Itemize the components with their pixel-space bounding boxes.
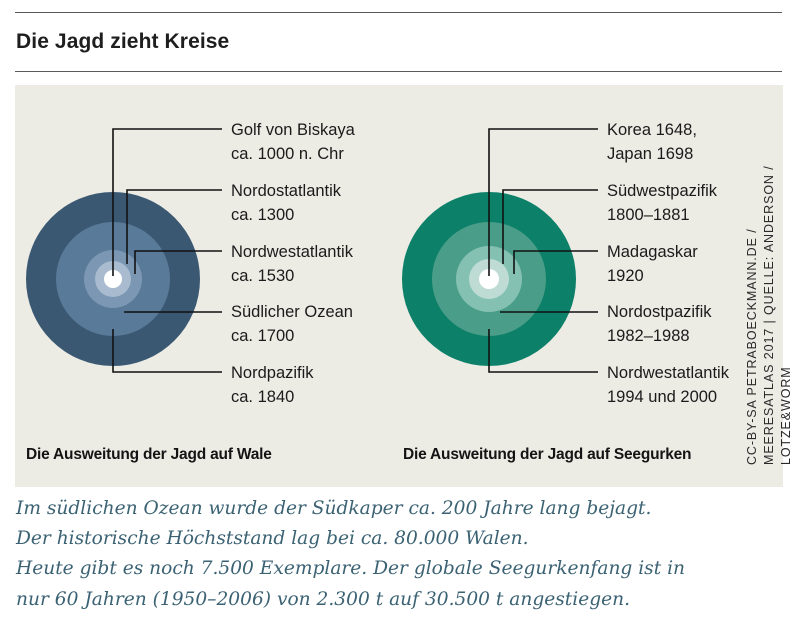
whale-rings [26, 192, 200, 366]
cucumber-label-korea-japan: Korea 1648, Japan 1698 [607, 121, 697, 163]
footer-line: nur 60 Jahren (1950–2006) von 2.300 t au… [16, 588, 631, 610]
whale-caption: Die Ausweitung der Jagd auf Wale [26, 446, 272, 463]
source-credit: CC-BY-SA PETRABOECKMANN.DE / MEERESATLAS… [745, 165, 793, 465]
whale-leader-nordostatlantik [126, 189, 222, 264]
footer-line: Heute gibt es noch 7.500 Exemplare. Der … [16, 558, 686, 580]
cucumber-ring-korea-japan [479, 269, 499, 289]
whale-leader-nordwestatlantik [134, 250, 222, 274]
whale-leader-nordpazifik [112, 329, 222, 373]
title-rule [15, 71, 782, 72]
footer-text: Im südlichen Ozean wurde der Südkaper ca… [16, 494, 786, 615]
cucumber-label-nordostpazifik: Nordostpazifik 1982–1988 [607, 303, 712, 345]
whale-leader-biskaya [112, 128, 222, 276]
whale-label-biskaya: Golf von Biskaya ca. 1000 n. Chr [231, 121, 355, 163]
cucumber-label-madagaskar: Madagaskar 1920 [607, 243, 698, 285]
top-rule [15, 12, 782, 13]
cucumber-leader-madagaskar [513, 250, 598, 274]
cucumber-leader-suedwestpazifik [502, 189, 598, 264]
page-title: Die Jagd zieht Kreise [16, 30, 230, 53]
cucumber-leader-nordwestatlantik [488, 329, 598, 373]
cucumber-label-nordwestatlantik: Nordwestatlantik 1994 und 2000 [607, 364, 729, 406]
whale-label-nordwestatlantik: Nordwestatlantik ca. 1530 [231, 243, 353, 285]
cucumber-leader-korea-japan [488, 128, 598, 276]
footer-line: Im südlichen Ozean wurde der Südkaper ca… [16, 498, 652, 519]
cucumber-caption: Die Ausweitung der Jagd auf Seegurken [403, 446, 692, 463]
whale-label-nordostatlantik: Nordostatlantik ca. 1300 [231, 182, 342, 224]
whale-ring-biskaya [104, 270, 122, 288]
cucumber-label-suedwestpazifik: Südwestpazifik 1800–1881 [607, 182, 718, 224]
cucumber-leaders [488, 128, 598, 373]
whale-leaders [112, 128, 222, 373]
footer-line: Der historische Höchststand lag bei ca. … [16, 528, 529, 550]
whale-label-suedlicher-ozean: Südlicher Ozean ca. 1700 [231, 303, 353, 345]
whale-label-nordpazifik: Nordpazifik ca. 1840 [231, 364, 314, 406]
